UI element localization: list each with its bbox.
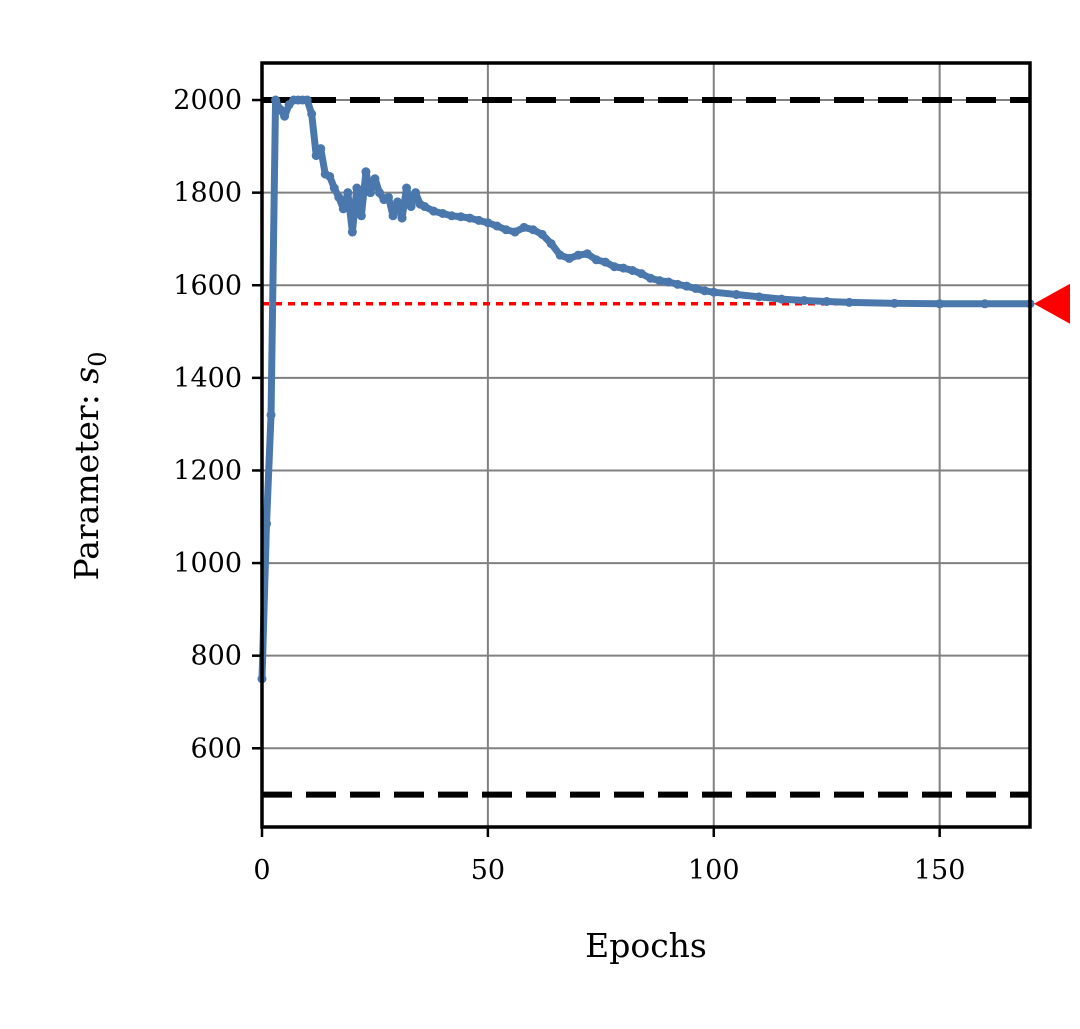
data-point [343,188,353,198]
series-path [258,96,1034,683]
data-point [262,519,272,529]
target-triangle-marker [1034,283,1070,324]
data-point [456,212,466,222]
data-point [334,192,344,202]
data-point [844,297,854,307]
y-tick-label: 1400 [173,363,242,394]
data-point [302,95,312,105]
x-tick-label: 100 [688,855,740,886]
data-point [555,250,565,260]
data-point [388,211,398,221]
data-point [731,290,741,300]
y-tick-label: 1800 [173,178,242,209]
y-axis-label-subscript: 0 [84,351,112,366]
bound-lines [262,97,1030,798]
x-tick-label: 150 [914,855,966,886]
data-point [411,188,421,198]
plot-frame [260,61,1032,829]
data-point [483,218,493,228]
data-point [582,249,592,259]
data-point [510,227,520,237]
data-point [402,183,412,193]
data-point [501,225,511,235]
series-line [257,95,1035,684]
data-point [691,283,701,293]
y-axis-label: Parameter: s0 [67,351,112,580]
y-tick-label: 1600 [173,270,242,301]
data-point [655,276,665,286]
y-axis-label-symbol: s [67,367,106,384]
data-point [573,250,583,260]
data-point [673,279,683,289]
y-axis-label-prefix: Parameter: [67,384,106,581]
data-point [356,211,366,221]
data-point [266,410,276,420]
data-point [519,222,529,232]
ticks: 0 50 100 150 600 800 1000 1200 1400 1600 1800 2000 [173,85,965,886]
data-point [889,298,899,308]
data-point [528,225,538,235]
data-point [799,296,809,306]
data-point [338,204,348,214]
y-tick-label: 600 [190,733,242,764]
data-point [420,202,430,212]
data-point [609,262,619,272]
data-point [438,208,448,218]
data-point [682,281,692,291]
y-tick-label: 2000 [173,85,242,116]
data-point [980,299,990,309]
data-point [325,171,335,181]
data-point [492,221,502,231]
data-point [383,192,393,202]
data-point [646,273,656,283]
data-point [365,188,375,198]
data-point [537,229,547,239]
data-point [709,287,719,297]
grid [261,63,1030,827]
data-point [397,213,407,223]
data-point [777,294,787,304]
data-point [618,263,628,273]
data-point [754,292,764,302]
data-point [474,215,484,225]
x-tick-label: 50 [471,855,505,886]
y-tick-label: 1200 [173,455,242,486]
data-point [600,257,610,267]
data-point [564,253,574,263]
data-point [822,296,832,306]
data-point [370,174,380,184]
data-point [393,197,403,207]
data-point [591,255,601,265]
data-point [307,109,317,119]
x-axis-label: Epochs [585,926,707,965]
data-point [636,269,646,279]
data-point [429,206,439,216]
data-point [275,104,285,114]
data-point [374,188,384,198]
data-point [280,111,290,121]
data-point [406,202,416,212]
data-point [271,95,281,105]
data-point [935,299,945,309]
y-tick-label: 800 [190,641,242,672]
data-point [311,151,321,161]
data-point [546,239,556,249]
x-tick-label: 0 [253,855,270,886]
data-point [316,144,326,154]
data-point [329,183,339,193]
target-marker [1034,283,1070,324]
data-point [465,213,475,223]
data-point [447,211,457,221]
data-point [347,227,357,237]
data-point [700,286,710,296]
data-point [361,167,371,177]
data-point [352,183,362,193]
data-point [664,277,674,287]
y-tick-label: 1000 [173,548,242,579]
data-point [627,265,637,275]
